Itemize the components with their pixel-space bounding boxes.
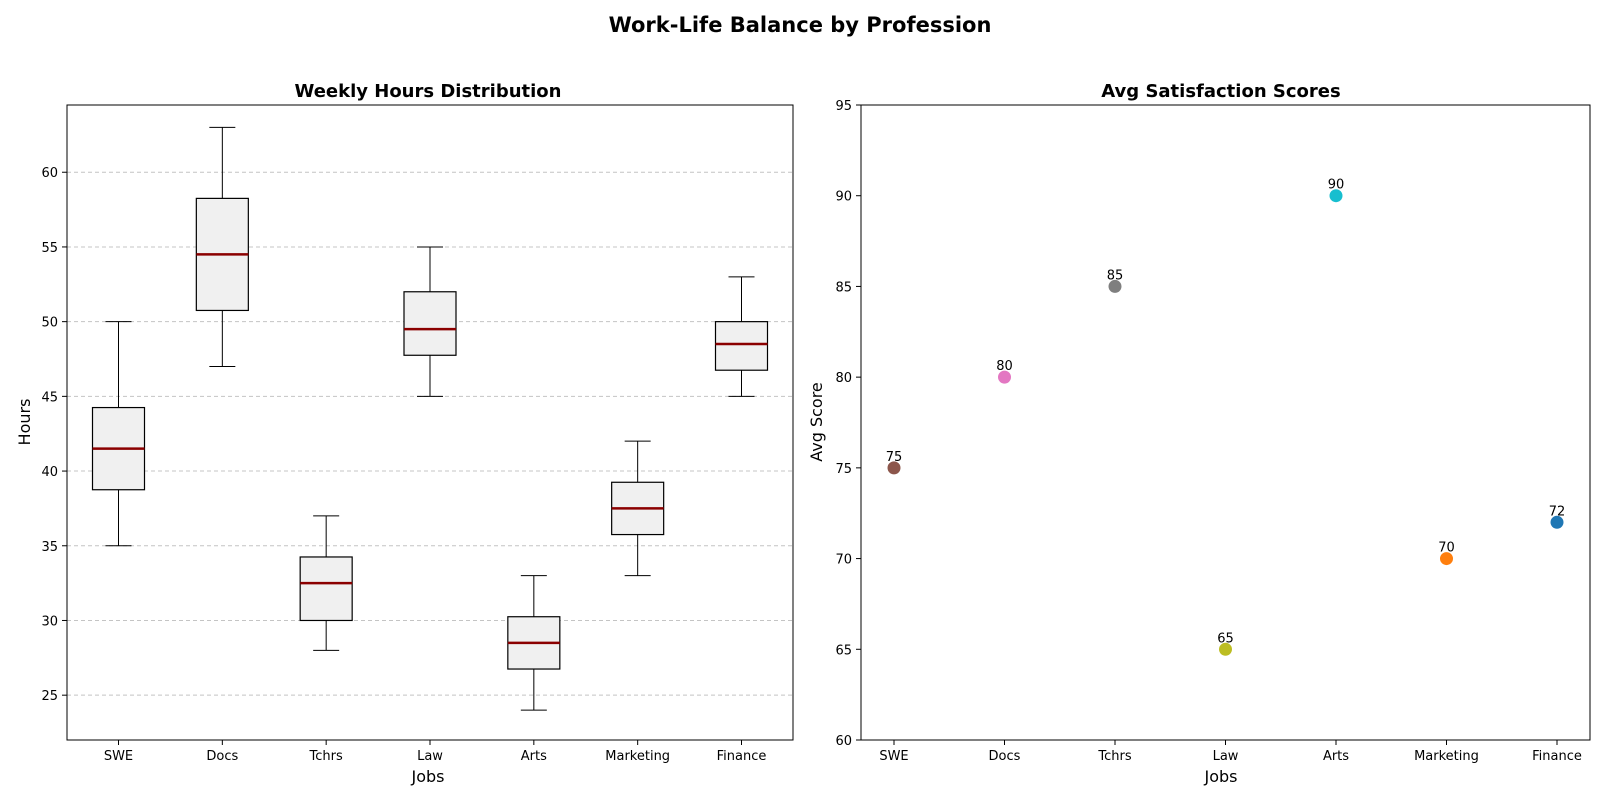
point-label: 65 — [1217, 631, 1234, 646]
point-finance — [1550, 515, 1564, 529]
satisfaction-y-axis-label: Avg Score — [807, 382, 826, 462]
hours-gridlines — [67, 171, 793, 696]
hours-x-tick-label: SWE — [104, 749, 133, 764]
satisfaction-axes: 60 65 70 75 80 85 90 95 SWE Docs Tchrs Law Arts Marke… — [835, 99, 1591, 764]
satisfaction-x-tick-label: Arts — [1323, 749, 1349, 764]
hours-boxes — [91, 126, 769, 711]
satisfaction-points: 75 80 85 65 90 70 72 — [886, 178, 1566, 656]
satisfaction-x-tick-label: SWE — [879, 749, 908, 764]
hours-y-tick-label: 35 — [41, 540, 58, 555]
point-tchrs — [1108, 279, 1122, 293]
hours-plot-frame — [66, 104, 794, 741]
hours-axes: 25 30 35 40 45 50 55 60 SWE Docs Tchrs Law Arts Marke… — [41, 104, 794, 764]
hours-y-tick-label: 55 — [41, 241, 58, 256]
iqr-box — [403, 291, 457, 356]
point-law — [1219, 642, 1232, 656]
point-label: 72 — [1549, 504, 1566, 519]
iqr-box — [714, 321, 769, 371]
point-label: 85 — [1107, 268, 1124, 283]
box-arts — [507, 575, 561, 711]
hours-x-tick-label: Arts — [521, 749, 547, 764]
satisfaction-x-tick-label: Marketing — [1414, 749, 1479, 764]
point-label: 70 — [1438, 541, 1455, 556]
satisfaction-y-tick-label: 80 — [835, 371, 852, 386]
satisfaction-x-tick-label: Law — [1213, 749, 1239, 764]
satisfaction-x-tick-label: Docs — [989, 749, 1021, 764]
satisfaction-y-tick-label: 95 — [835, 99, 852, 114]
hours-x-tick-label: Marketing — [605, 749, 670, 764]
point-label: 90 — [1328, 178, 1345, 193]
hours-y-tick-label: 40 — [41, 465, 58, 480]
satisfaction-y-tick-label: 85 — [835, 280, 852, 295]
box-finance — [714, 276, 769, 397]
iqr-box — [299, 556, 353, 622]
box-tchrs — [299, 515, 353, 651]
hours-boxplot-panel: Weekly Hours Distribution Jobs Hours 25 3… — [15, 81, 794, 786]
hours-y-tick-label: 50 — [41, 316, 58, 331]
satisfaction-chart-title: Avg Satisfaction Scores — [1101, 81, 1340, 102]
point-marketing — [1440, 552, 1453, 566]
point-label: 75 — [886, 450, 903, 465]
point-docs — [998, 370, 1011, 384]
satisfaction-y-tick-label: 75 — [835, 462, 852, 477]
satisfaction-y-tick-label: 70 — [835, 553, 852, 568]
box-swe — [91, 321, 146, 547]
hours-x-tick-label: Law — [417, 749, 443, 764]
hours-x-tick-label: Docs — [206, 749, 238, 764]
satisfaction-scatter-panel: Avg Satisfaction Scores Jobs Avg Score 7… — [807, 81, 1591, 786]
box-law — [403, 246, 457, 397]
satisfaction-x-axis-label: Jobs — [1204, 767, 1238, 786]
hours-x-axis-label: Jobs — [411, 767, 445, 786]
box-marketing — [611, 440, 665, 577]
satisfaction-y-tick-label: 65 — [835, 643, 852, 658]
hours-y-tick-label: 30 — [41, 614, 58, 629]
hours-x-tick-label: Finance — [717, 749, 767, 764]
point-swe — [887, 461, 901, 475]
satisfaction-y-tick-label: 60 — [835, 734, 852, 749]
satisfaction-x-tick-label: Finance — [1532, 749, 1582, 764]
figure-title: Work-Life Balance by Profession — [609, 13, 992, 37]
box-docs — [195, 126, 249, 367]
point-arts — [1329, 189, 1343, 203]
hours-y-axis-label: Hours — [15, 399, 34, 446]
hours-x-tick-label: Tchrs — [309, 749, 343, 764]
point-label: 80 — [996, 359, 1013, 374]
hours-y-tick-label: 45 — [41, 390, 58, 405]
hours-y-tick-label: 25 — [41, 689, 58, 704]
satisfaction-x-tick-label: Tchrs — [1097, 749, 1131, 764]
satisfaction-y-tick-label: 90 — [835, 190, 852, 205]
hours-chart-title: Weekly Hours Distribution — [294, 81, 561, 102]
hours-y-tick-label: 60 — [41, 166, 58, 181]
